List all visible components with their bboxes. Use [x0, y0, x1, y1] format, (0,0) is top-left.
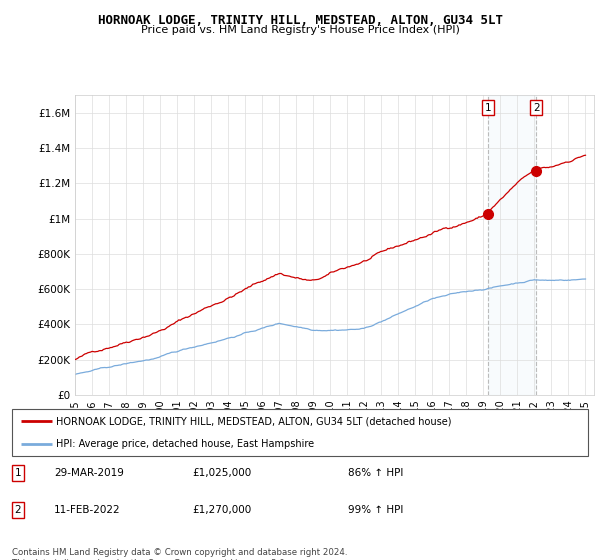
Text: 11-FEB-2022: 11-FEB-2022: [54, 505, 121, 515]
Text: 86% ↑ HPI: 86% ↑ HPI: [348, 468, 403, 478]
Text: 2: 2: [533, 102, 539, 113]
Text: Price paid vs. HM Land Registry's House Price Index (HPI): Price paid vs. HM Land Registry's House …: [140, 25, 460, 35]
Text: 1: 1: [14, 468, 22, 478]
Text: 99% ↑ HPI: 99% ↑ HPI: [348, 505, 403, 515]
FancyBboxPatch shape: [12, 409, 588, 456]
Text: 1: 1: [484, 102, 491, 113]
Text: 2: 2: [14, 505, 22, 515]
Text: HORNOAK LODGE, TRINITY HILL, MEDSTEAD, ALTON, GU34 5LT (detached house): HORNOAK LODGE, TRINITY HILL, MEDSTEAD, A…: [56, 416, 452, 426]
Text: £1,270,000: £1,270,000: [192, 505, 251, 515]
Bar: [488, 95, 536, 395]
Text: 29-MAR-2019: 29-MAR-2019: [54, 468, 124, 478]
Text: £1,025,000: £1,025,000: [192, 468, 251, 478]
Text: Contains HM Land Registry data © Crown copyright and database right 2024.
This d: Contains HM Land Registry data © Crown c…: [12, 548, 347, 560]
Text: HPI: Average price, detached house, East Hampshire: HPI: Average price, detached house, East…: [56, 439, 314, 449]
Text: HORNOAK LODGE, TRINITY HILL, MEDSTEAD, ALTON, GU34 5LT: HORNOAK LODGE, TRINITY HILL, MEDSTEAD, A…: [97, 14, 503, 27]
